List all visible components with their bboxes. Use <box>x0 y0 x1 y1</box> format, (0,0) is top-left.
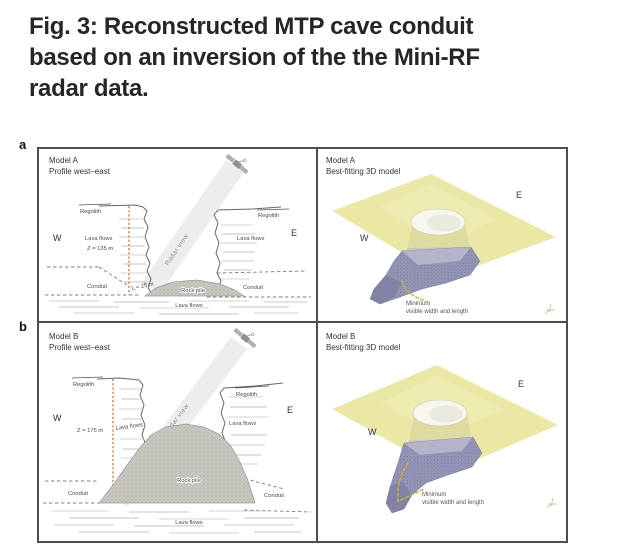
panel-a-profile: Radar view <box>39 149 318 323</box>
regolith-left-pointer <box>71 376 104 379</box>
depth-label: Z = 135 m <box>87 246 113 252</box>
panel-a-profile-title: Model A <box>49 156 79 165</box>
regolith-right-pointer <box>234 385 270 389</box>
conduit-dashed-outline-left <box>43 480 99 504</box>
panel-b-3d-subtitle: Best-fitting 3D model <box>326 343 400 352</box>
panel-b-profile-drawing: Radar view <box>43 327 312 534</box>
west-label: W <box>368 427 377 437</box>
figure-frame: Radar view <box>37 147 568 543</box>
rock-pile-label: Rock pile <box>181 288 205 294</box>
west-label: W <box>53 233 62 243</box>
east-label: E <box>291 228 297 238</box>
conduit-label-left: Conduit <box>68 491 88 497</box>
east-strata-lines <box>228 396 269 465</box>
east-strata-lines <box>220 224 257 280</box>
minimum-annotation-line2: visible width and length <box>422 500 484 506</box>
west-strata-lines <box>119 218 147 283</box>
panel-b-profile: Radar view <box>39 323 318 541</box>
lava-flows-label-right: Lava flows <box>237 236 264 242</box>
bottom-strata-lines <box>51 510 301 534</box>
min-width-dashed-line <box>397 462 425 502</box>
panel-a-3d-drawing: W E Minimum visible width and length Mod… <box>326 156 556 315</box>
regolith-label-left: Regolith <box>80 209 101 215</box>
panel-b-3d-model: W E Minimum visible width and length Mod… <box>318 323 566 541</box>
rock-pile <box>98 423 256 504</box>
west-label: W <box>360 233 369 243</box>
axes-indicator-icon <box>544 303 555 315</box>
rock-pile <box>143 279 246 297</box>
lava-flows-bottom-label: Lava flows <box>175 520 202 526</box>
panel-b-3d-title: Model B <box>326 332 355 341</box>
pit-floor-shading <box>427 214 461 232</box>
panel-b-profile-title: Model B <box>49 332 78 341</box>
lava-flows-label-right: Lava flows <box>229 421 256 427</box>
lava-flows-label-left: Lava flows <box>115 422 143 432</box>
minimum-annotation-line2: visible width and length <box>406 309 468 315</box>
panel-a-3d-model: W E Minimum visible width and length Mod… <box>318 149 566 323</box>
panel-b-marker: b <box>19 319 27 334</box>
panel-b-profile-subtitle: Profile west–east <box>49 343 111 352</box>
conduit-dashed-outline-left <box>45 266 141 296</box>
east-label: E <box>287 405 293 415</box>
pit-floor-shading <box>429 405 463 423</box>
lava-flows-label-left: Lava flows <box>85 236 112 242</box>
depth-label: Z = 175 m <box>77 428 103 434</box>
east-cliff-outline <box>213 206 282 290</box>
min-width-dashed-line <box>401 280 427 302</box>
conduit-label-left: Conduit <box>87 284 107 290</box>
regolith-label-left: Regolith <box>73 382 94 388</box>
satellite-icon <box>225 153 249 175</box>
rock-pile-label: Rock pile <box>177 478 201 484</box>
length-label: L ≈ 25 m <box>131 281 154 292</box>
panel-a-profile-subtitle: Profile west–east <box>49 167 111 176</box>
panel-a-marker: a <box>19 137 27 152</box>
bottom-strata-lines <box>49 300 307 315</box>
panel-a-profile-drawing: Radar view <box>45 153 311 315</box>
satellite-icon <box>233 327 257 349</box>
panel-a-3d-subtitle: Best-fitting 3D model <box>326 167 400 176</box>
west-label: W <box>53 413 62 423</box>
panel-b-3d-drawing: W E Minimum visible width and length Mod… <box>326 332 558 514</box>
conduit-label-right: Conduit <box>243 285 263 291</box>
conduit-3d-mesh <box>369 246 481 305</box>
regolith-right-pointer <box>256 208 290 211</box>
regolith-left-pointer <box>78 203 112 206</box>
regolith-label-right: Regolith <box>236 392 257 398</box>
figure-caption: Fig. 3: Reconstructed MTP cave conduit b… <box>29 11 624 104</box>
west-cliff-outline <box>98 204 152 294</box>
lava-flows-bottom-label: Lava flows <box>175 303 202 309</box>
conduit-dashed-outline-right <box>207 270 311 298</box>
east-label: E <box>516 190 522 200</box>
figure-caption-line2: based on an inversion of the the Mini-RF <box>29 44 480 71</box>
conduit-dashed-outline-right <box>226 473 312 513</box>
axes-indicator-icon <box>546 497 557 509</box>
regolith-label-right: Regolith <box>258 213 279 219</box>
conduit-3d-mesh <box>385 436 483 514</box>
figure-caption-line1: Fig. 3: Reconstructed MTP cave conduit <box>29 13 474 40</box>
minimum-annotation-line1: Minimum <box>406 301 430 307</box>
panel-a-3d-title: Model A <box>326 156 356 165</box>
east-label: E <box>518 379 524 389</box>
minimum-annotation-line1: Minimum <box>422 492 446 498</box>
figure-caption-line3: radar data. <box>29 75 149 102</box>
conduit-label-right: Conduit <box>264 493 284 499</box>
radar-beam <box>142 160 244 294</box>
